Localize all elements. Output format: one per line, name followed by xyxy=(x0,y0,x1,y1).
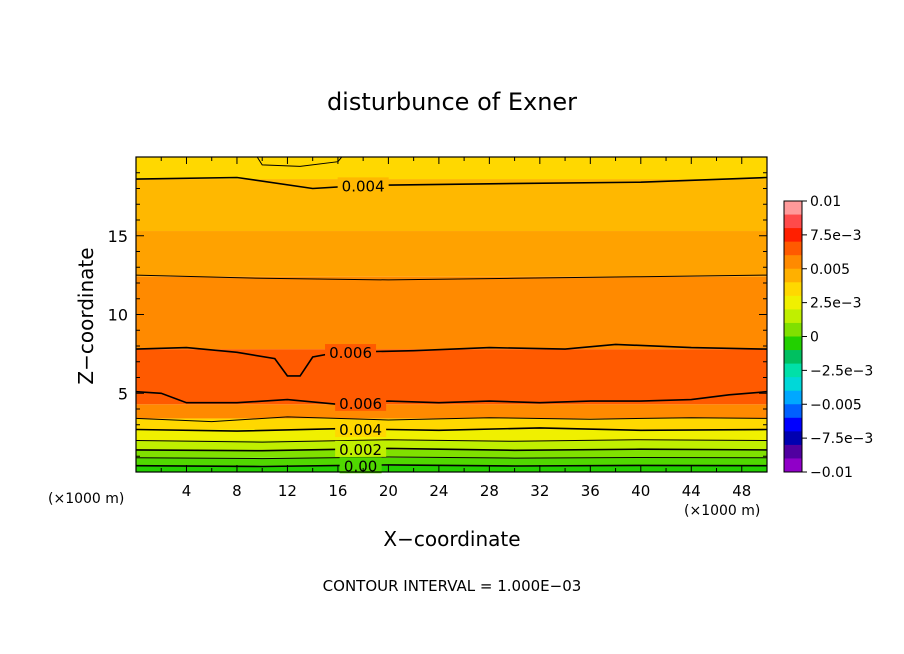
contour-label-bg xyxy=(337,177,389,194)
colorbar-swatch xyxy=(784,201,802,216)
contour-line xyxy=(136,456,767,460)
contour-label-bg xyxy=(335,440,387,457)
x-tick-label: 16 xyxy=(328,482,347,500)
y-tick-label: 10 xyxy=(108,306,128,325)
colorbar-swatch xyxy=(784,228,802,243)
contour-band xyxy=(136,457,767,466)
y-tick-label: 15 xyxy=(108,227,128,246)
x-unit-label-right: (×1000 m) xyxy=(684,503,761,519)
contour-label-bg xyxy=(335,421,387,438)
colorbar-tick-label: 0.01 xyxy=(810,194,841,210)
colorbar-tick-label: −0.01 xyxy=(810,465,853,481)
contour-band xyxy=(136,157,767,180)
contour-band xyxy=(136,429,767,441)
colorbar-tick-label: 0 xyxy=(810,330,819,346)
contour-line xyxy=(136,416,767,423)
colorbar-swatch xyxy=(784,431,802,446)
contour-label: 0.006 xyxy=(329,344,372,362)
x-axis-label: X−coordinate xyxy=(383,527,521,551)
x-tick-label: 8 xyxy=(232,482,242,500)
colorbar-swatch xyxy=(784,444,802,459)
contour-band xyxy=(136,231,767,277)
colorbar-swatch xyxy=(784,322,802,337)
x-unit-label-left: (×1000 m) xyxy=(48,491,125,507)
contour-line xyxy=(136,274,767,281)
x-tick-label: 32 xyxy=(530,482,549,500)
x-tick-label: 40 xyxy=(631,482,650,500)
colorbar-swatch xyxy=(784,363,802,378)
x-tick-label: 36 xyxy=(581,482,600,500)
colorbar-tick-label: 0.005 xyxy=(810,262,850,278)
x-tick-label: 44 xyxy=(682,482,701,500)
chart-title: disturbunce of Exner xyxy=(326,88,578,116)
colorbar-swatch xyxy=(784,350,802,365)
x-tick-label: 24 xyxy=(429,482,448,500)
colorbar-swatch xyxy=(784,336,802,351)
contour-band xyxy=(136,276,767,350)
colorbar-swatch xyxy=(784,377,802,392)
colorbar-swatch xyxy=(784,309,802,324)
contour-label: 0.00 xyxy=(344,457,377,475)
contour-band xyxy=(136,449,767,458)
contour-label: 0.006 xyxy=(339,395,382,413)
colorbar-tick-label: −7.5e−3 xyxy=(810,431,873,447)
contour-interval-note: CONTOUR INTERVAL = 1.000E−03 xyxy=(322,577,582,595)
colorbar-swatch xyxy=(784,214,802,229)
x-tick-label: 20 xyxy=(379,482,398,500)
contour-label-bg xyxy=(335,394,387,411)
contour-line xyxy=(256,157,343,167)
contour-band xyxy=(136,179,767,232)
contour-label: 0.004 xyxy=(342,177,385,195)
contour-band xyxy=(136,418,767,430)
contour-band xyxy=(136,440,767,450)
colorbar-swatch xyxy=(784,295,802,310)
contour-label-bg xyxy=(339,457,382,474)
colorbar-swatch xyxy=(784,417,802,432)
contour-label: 0.004 xyxy=(339,421,382,439)
contour-line xyxy=(136,427,767,432)
colorbar-swatch xyxy=(784,390,802,405)
contour-line xyxy=(136,439,767,443)
contour-line xyxy=(136,447,767,452)
colorbar-swatch xyxy=(784,241,802,256)
x-tick-label: 48 xyxy=(732,482,751,500)
y-tick-label: 5 xyxy=(118,384,128,403)
x-tick-label: 4 xyxy=(182,482,192,500)
colorbar-tick-label: −0.005 xyxy=(810,397,862,413)
colorbar-tick-label: 2.5e−3 xyxy=(810,296,862,312)
colorbar-tick-label: 7.5e−3 xyxy=(810,228,862,244)
colorbar-swatch xyxy=(784,404,802,419)
contour-label: 0.002 xyxy=(339,441,382,459)
colorbar-swatch xyxy=(784,255,802,270)
colorbar-swatch xyxy=(784,282,802,297)
colorbar-swatch xyxy=(784,268,802,283)
colorbar-swatch xyxy=(784,458,802,473)
contour-band xyxy=(136,404,767,419)
x-tick-label: 12 xyxy=(278,482,297,500)
contour-band xyxy=(136,349,767,405)
contour-line xyxy=(136,390,767,406)
colorbar-tick-label: −2.5e−3 xyxy=(810,363,873,379)
contour-band xyxy=(136,465,767,472)
x-tick-label: 28 xyxy=(480,482,499,500)
contour-label-bg xyxy=(325,344,377,361)
contour-line xyxy=(136,464,767,468)
